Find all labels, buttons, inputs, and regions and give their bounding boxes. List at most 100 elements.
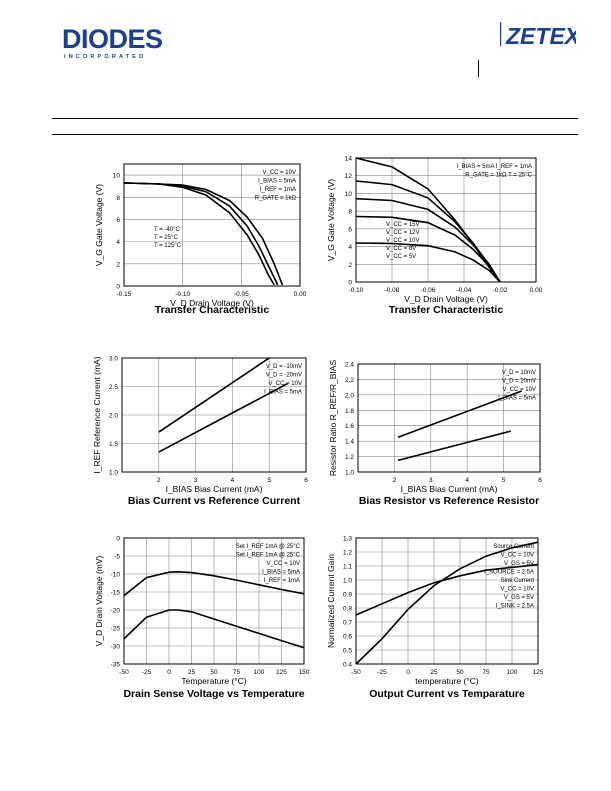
x-tick-label: 4 — [231, 477, 235, 484]
x-tick-label: 3 — [429, 477, 433, 484]
series-line-4 — [355, 242, 501, 283]
x-tick-label: -25 — [142, 669, 152, 676]
annotation-text: R_GATE = 1kΩ — [255, 196, 297, 202]
series-line-1 — [355, 563, 539, 616]
x-tick-label: 0 — [406, 669, 410, 676]
annotation-text: V_GS = 5V — [504, 595, 534, 601]
x-axis-label: I_BIAS Bias Current (mA) — [166, 484, 263, 494]
annotation-text: I_REF = 1mA — [260, 187, 296, 193]
annotation-text: V_CC = 10V — [262, 170, 296, 176]
chart-title: Drain Sense Voltage vs Temperature — [123, 688, 304, 700]
series-label: T = -40°C — [154, 227, 180, 233]
annotation-text: V_D = 20mV — [502, 379, 536, 385]
x-tick-label: -0.06 — [421, 287, 436, 294]
plot-frame — [355, 537, 539, 665]
series-line-1 — [158, 382, 288, 453]
y-tick-label: 6 — [348, 226, 352, 233]
y-tick-label: -25 — [111, 626, 121, 633]
y-tick-label: 1.0 — [343, 578, 352, 585]
x-tick-label: 6 — [538, 477, 542, 484]
y-tick-label: 1.6 — [345, 423, 354, 430]
x-tick-label: 2 — [393, 477, 397, 484]
chart-title: Output Current vs Temparature — [369, 688, 525, 700]
header-divider-tick — [478, 60, 479, 77]
y-axis-label: V_G Gate Voltage (V) — [94, 184, 104, 266]
y-tick-label: -15 — [111, 590, 121, 597]
y-axis-label: Resistor Ratio R_REF/R_BIAS — [328, 360, 338, 477]
series-label: T = 125°C — [154, 243, 182, 249]
x-tick-label: 50 — [210, 669, 218, 676]
x-tick-label: 6 — [304, 477, 308, 484]
y-tick-label: 10 — [345, 191, 353, 198]
series-line-0 — [123, 182, 275, 286]
y-tick-label: 2 — [116, 261, 120, 268]
x-tick-label: 3 — [194, 477, 198, 484]
annotation-text: I_BIAS = 5mA — [262, 570, 300, 576]
x-tick-label: -25 — [377, 669, 387, 676]
annotation-text: V_CC = 10V — [500, 587, 534, 593]
y-tick-label: 1.3 — [343, 536, 352, 543]
x-tick-label: 2 — [157, 477, 161, 484]
series-label: V_CC = 10V — [386, 238, 420, 244]
zetex-logo: ZETEX — [500, 22, 576, 49]
y-axis-label: V_D Drain Voltage (mV) — [94, 555, 104, 646]
x-tick-label: 125 — [276, 669, 287, 676]
y-tick-label: -20 — [111, 608, 121, 615]
y-tick-label: 2.0 — [109, 413, 118, 420]
y-axis-label: Normalized Current Gain — [326, 554, 336, 648]
annotation-text: I_BIAS = 5mA — [498, 396, 536, 402]
x-axis-label: I_BIAS Bias Current (mA) — [401, 484, 498, 494]
x-tick-label: 125 — [533, 669, 544, 676]
x-tick-label: -0.10 — [175, 291, 190, 298]
y-tick-label: -35 — [111, 662, 121, 669]
x-tick-label: 5 — [502, 477, 506, 484]
annotation-text: Source Current — [493, 544, 534, 550]
chart-title: Bias Current vs Reference Current — [128, 495, 301, 507]
y-tick-label: 1.8 — [345, 408, 354, 415]
x-tick-label: 4 — [465, 477, 469, 484]
series-label: T = 25°C — [154, 235, 178, 241]
series-line-0 — [123, 570, 305, 597]
y-tick-label: 1.5 — [109, 441, 118, 448]
plot-frame — [121, 357, 307, 473]
diodes-logo-text: DIODES — [62, 24, 163, 54]
annotation-text: V_CC = 10V — [502, 387, 536, 393]
x-tick-label: -0.04 — [457, 287, 472, 294]
y-tick-label: 0.7 — [343, 620, 352, 627]
plot-frame — [123, 163, 301, 287]
x-tick-label: -50 — [119, 669, 129, 676]
y-tick-label: 0 — [116, 536, 120, 543]
x-tick-label: -50 — [351, 669, 361, 676]
x-tick-label: 100 — [254, 669, 265, 676]
series-line-1 — [123, 609, 305, 649]
annotation-text: V_GS = 5V — [504, 561, 534, 567]
x-tick-label: 75 — [233, 669, 241, 676]
annotation-text: Set I_REF 1mA @ 25°C — [236, 544, 301, 550]
y-tick-label: 2.4 — [345, 362, 354, 369]
annotation-text: I_SINK = 2.5A — [496, 604, 534, 610]
plot-frame — [123, 537, 305, 665]
y-tick-label: 1.1 — [343, 564, 352, 571]
series-line-2 — [123, 182, 284, 286]
x-tick-label: -0.15 — [117, 291, 132, 298]
x-axis-label: Temperature (°C) — [181, 676, 246, 686]
plot-frame — [355, 157, 537, 283]
annotation-text: V_D = 10mV — [502, 370, 536, 376]
annotation-text: I_REF = 1mA — [264, 578, 300, 584]
series-line-2 — [355, 197, 501, 283]
x-tick-label: 25 — [188, 669, 196, 676]
y-axis-label: V_G Gate Voltage (V) — [326, 179, 336, 261]
x-tick-label: 75 — [482, 669, 490, 676]
y-tick-label: 1.0 — [345, 470, 354, 477]
y-tick-label: 0.5 — [343, 648, 352, 655]
annotation-text: I_BIAS = 5mA I_REF = 1mA — [457, 164, 532, 170]
y-tick-label: 1.0 — [109, 470, 118, 477]
annotation-text: I_BIAS = 5mA — [258, 179, 296, 185]
annotation-text: V_D = -10mV — [266, 364, 302, 370]
y-tick-label: 1.4 — [345, 439, 354, 446]
diodes-logo: DIODES INCORPORATED — [62, 24, 163, 60]
x-tick-label: 150 — [299, 669, 310, 676]
chart-title: Transfer Characteristic — [389, 304, 504, 316]
series-line-1 — [397, 430, 512, 462]
x-tick-label: -0.08 — [385, 287, 400, 294]
